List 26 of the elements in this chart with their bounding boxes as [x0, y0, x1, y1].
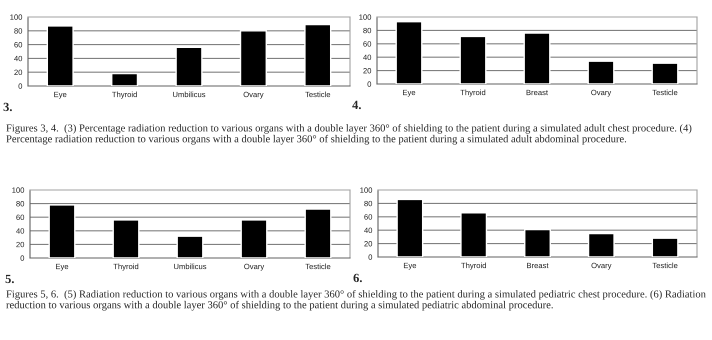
bar [46, 25, 74, 86]
bar [48, 204, 76, 258]
bar [652, 62, 678, 84]
bar [112, 219, 140, 258]
bar [304, 24, 332, 86]
text: 6. [354, 274, 362, 282]
text: 4. [352, 100, 361, 110]
bar [652, 238, 679, 257]
bar [460, 36, 486, 84]
bar [524, 228, 551, 257]
bar [588, 60, 614, 84]
bar [396, 198, 424, 257]
bar [240, 219, 268, 258]
bar [588, 232, 615, 257]
text: 5. [6, 274, 14, 284]
bar [524, 32, 550, 84]
bar [396, 20, 422, 84]
bar [240, 30, 267, 86]
text: Figures 3, 4. (3) Percentage radiation reduction to various organs with a double layer 360° of shielding to the patient during a simulated adult chest procedure. (4) Percentage radiation reduction to various organs with a double layer 360° of shielding to the patient during a simulated adult abdominal procedure. [6, 124, 692, 145]
bar [304, 208, 332, 258]
bar [111, 72, 138, 86]
bar [175, 46, 203, 86]
bar [460, 212, 488, 257]
text: 3. [4, 102, 12, 112]
bar [176, 236, 204, 258]
text: Figures 5, 6. (5) Radiation reduction to various organs with a double layer 360° of shielding to the patient during a simulated pediatric chest procedure. (6) Radiation reduction to various organs with a double layer 360° of shielding to the patient during a simulated pediatric abdominal procedure. [6, 290, 706, 311]
